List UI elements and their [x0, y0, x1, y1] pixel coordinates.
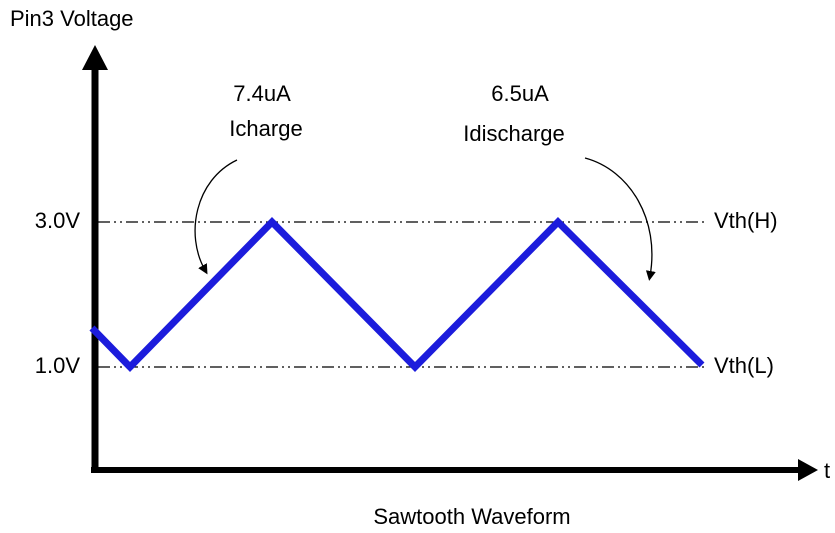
waveform — [89, 217, 705, 373]
level-label: 3.0V — [35, 208, 81, 233]
annotation-current: 7.4uA — [233, 81, 291, 106]
title: Sawtooth Waveform — [373, 504, 570, 529]
level-name: Vth(L) — [714, 353, 774, 378]
x-axis-label: t — [824, 458, 830, 483]
level-label: 1.0V — [35, 353, 81, 378]
annotation-current: 6.5uA — [491, 81, 549, 106]
level-name: Vth(H) — [714, 208, 778, 233]
annotation-arrow — [194, 159, 238, 275]
x-axis-arrow — [798, 459, 818, 481]
y-axis-label: Pin3 Voltage — [10, 6, 134, 31]
annotation-label: Idischarge — [463, 121, 565, 146]
annotation-label: Icharge — [229, 116, 302, 141]
y-axis-arrow — [82, 45, 108, 70]
annotation-arrow — [584, 157, 656, 281]
